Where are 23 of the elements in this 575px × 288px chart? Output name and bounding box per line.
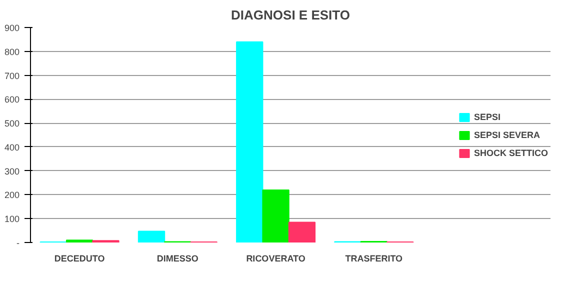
legend-label: SHOCK SETTICO	[474, 148, 548, 158]
legend-label: SEPSI SEVERA	[474, 130, 540, 140]
bar	[236, 41, 264, 242]
y-tick-label: 400	[4, 142, 20, 152]
x-tick-label: DECEDUTO	[54, 254, 105, 264]
y-tick-label: 700	[4, 70, 20, 81]
x-tick-label: RICOVERATO	[246, 254, 306, 264]
y-tick-label: 200	[4, 190, 20, 200]
chart-title: DIAGNOSI E ESITO	[231, 8, 350, 22]
y-tick-label: 800	[4, 46, 20, 57]
y-tick-label: 100	[4, 214, 20, 224]
y-tick-label: 500	[4, 118, 20, 129]
bar	[66, 240, 94, 242]
y-tick-label: 600	[4, 94, 20, 105]
bar	[288, 222, 316, 242]
bar	[138, 230, 166, 242]
x-tick-label: DIMESSO	[156, 254, 198, 264]
x-tick-label: TRASFERITO	[345, 254, 403, 264]
legend-label: SEPSI	[474, 112, 502, 122]
bar	[262, 189, 290, 242]
y-tick-label: 300	[4, 166, 20, 176]
y-tick-label: -	[16, 238, 20, 248]
y-tick-label: 900	[4, 23, 20, 33]
